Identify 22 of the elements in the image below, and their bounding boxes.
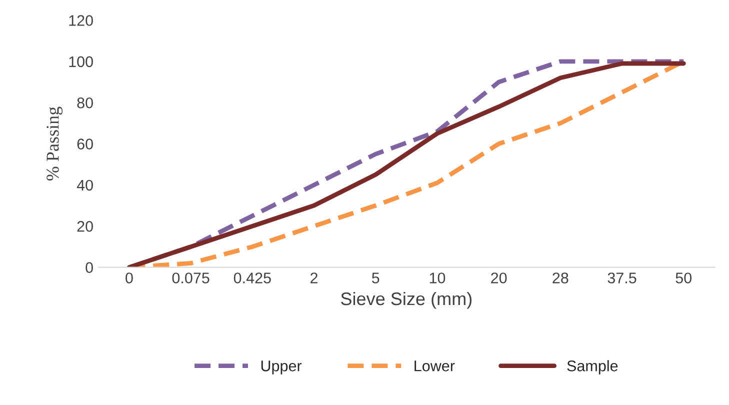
y-tick-label: 120 [69, 15, 93, 26]
x-axis-title: Sieve Size (mm) [341, 292, 472, 309]
y-tick-label: 60 [77, 138, 93, 150]
x-tick-label: 0.425 [234, 272, 271, 284]
x-tick-label: 37.5 [608, 272, 636, 284]
x-tick-label: 10 [430, 272, 446, 284]
y-tick-label: 20 [77, 220, 93, 232]
legend-label: Upper [261, 360, 302, 374]
x-tick-label: 0.075 [172, 272, 210, 284]
y-axis-title: % Passing [46, 106, 63, 181]
x-tick-label: 0 [126, 272, 133, 284]
x-tick-label: 2 [310, 272, 318, 284]
x-tick-label: 5 [372, 272, 380, 284]
x-tick-label: 28 [552, 272, 568, 284]
y-tick-label: 40 [76, 180, 93, 191]
x-tick-label: 50 [676, 272, 692, 284]
y-tick-label: 100 [69, 56, 93, 68]
y-tick-label: 80 [77, 97, 93, 108]
y-tick-label: 0 [86, 262, 93, 273]
x-tick-label: 20 [491, 272, 507, 284]
legend-label: Lower [414, 360, 455, 372]
legend-label: Sample [567, 360, 618, 374]
